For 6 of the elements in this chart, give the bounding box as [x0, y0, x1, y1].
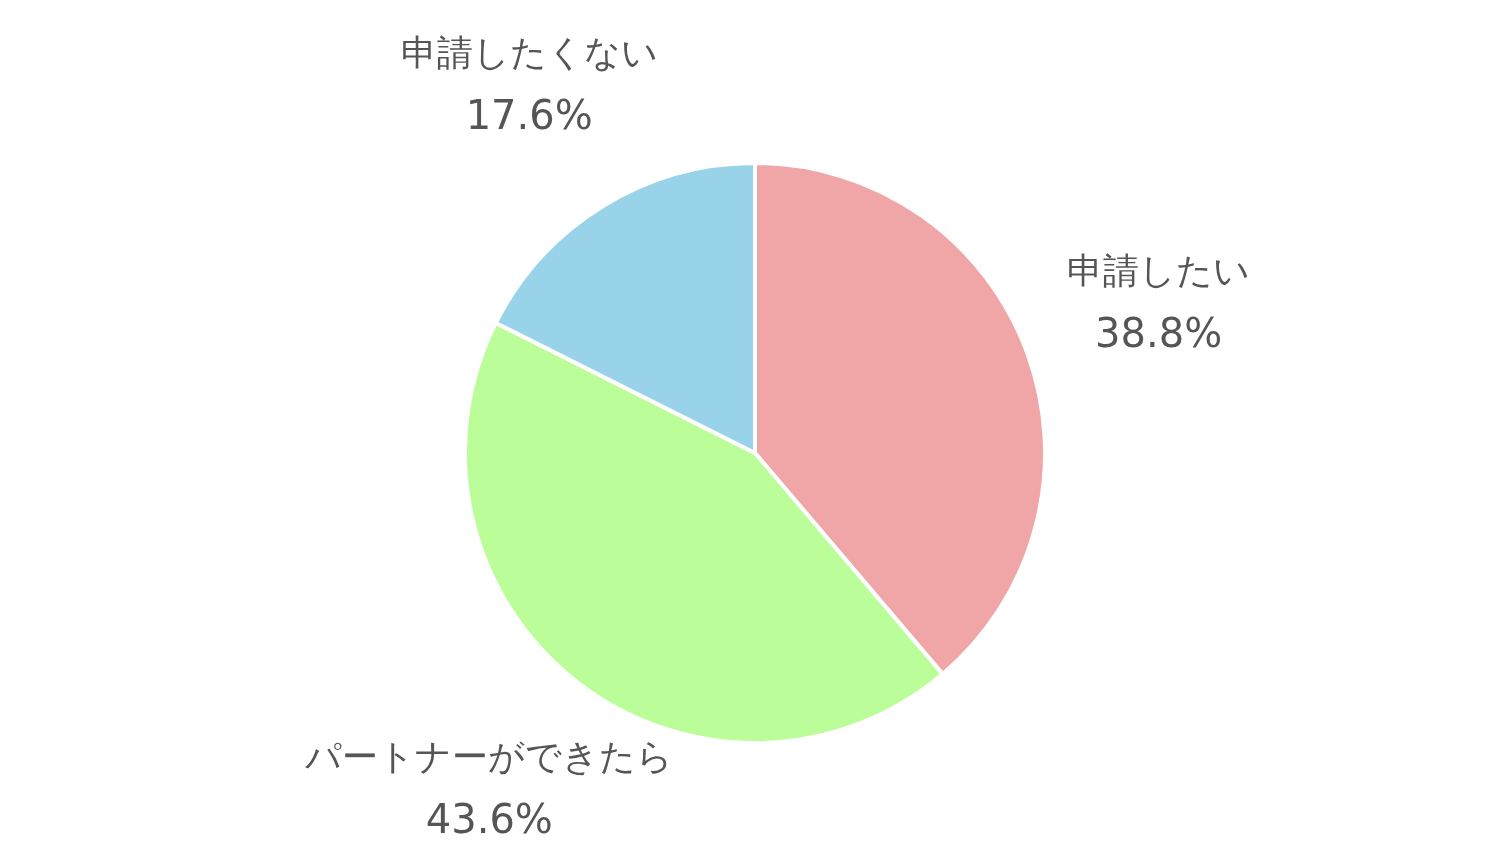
data-label: 38.8%: [1095, 309, 1223, 356]
data-label: 17.6%: [465, 92, 593, 139]
slice-label: 申請したい: [1067, 249, 1251, 291]
slice-label: パートナーができたら: [304, 736, 674, 778]
data-label: 43.6%: [425, 796, 553, 843]
slice-label: 申請したくない: [400, 32, 658, 74]
